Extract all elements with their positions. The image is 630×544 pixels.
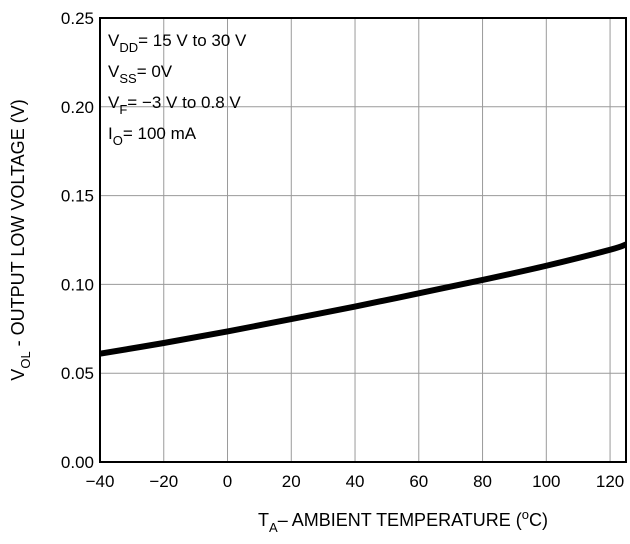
x-tick-label: 20 xyxy=(282,472,301,491)
x-tick-label: 0 xyxy=(223,472,232,491)
grid-lines xyxy=(100,18,626,462)
x-tick-label: 100 xyxy=(532,472,560,491)
x-tick-labels: −40 −20 0 20 40 60 80 100 120 xyxy=(86,472,625,491)
x-tick-label: 40 xyxy=(346,472,365,491)
x-tick-label: −40 xyxy=(86,472,115,491)
x-tick-label: 60 xyxy=(409,472,428,491)
y-tick-label: 0.00 xyxy=(61,453,94,472)
x-axis-label: TA– AMBIENT TEMPERATURE (oC) xyxy=(258,507,548,535)
condition-annotation: IO= 100 mA xyxy=(108,124,197,148)
y-tick-label: 0.20 xyxy=(61,98,94,117)
series-line xyxy=(99,241,628,357)
y-tick-label: 0.10 xyxy=(61,275,94,294)
x-tick-label: −20 xyxy=(149,472,178,491)
condition-annotation: VF= −3 V to 0.8 V xyxy=(108,93,241,117)
y-tick-label: 0.05 xyxy=(61,364,94,383)
y-tick-labels: 0.00 0.05 0.10 0.15 0.20 0.25 xyxy=(61,9,94,472)
condition-annotation: VDD= 15 V to 30 V xyxy=(108,31,247,55)
annotation-block: VDD= 15 V to 30 V VSS= 0V VF= −3 V to 0.8 … xyxy=(108,31,247,148)
x-tick-label: 80 xyxy=(473,472,492,491)
y-tick-label: 0.15 xyxy=(61,187,94,206)
condition-annotation: VSS= 0V xyxy=(108,62,173,86)
y-axis-label: VOL - OUTPUT LOW VOLTAGE (V) xyxy=(8,99,33,380)
x-tick-label: 120 xyxy=(596,472,624,491)
y-tick-label: 0.25 xyxy=(61,9,94,28)
plot-frame xyxy=(99,17,627,463)
